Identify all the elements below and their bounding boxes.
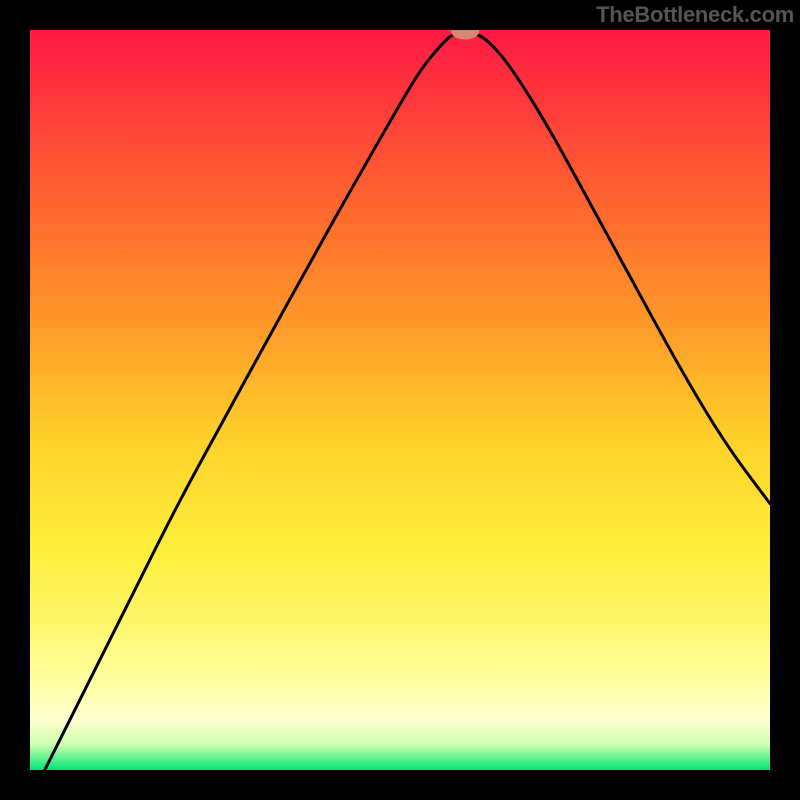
watermark-text: TheBottleneck.com — [596, 2, 794, 28]
plot-area — [30, 30, 770, 770]
plot-svg — [30, 30, 770, 770]
chart-container: TheBottleneck.com — [0, 0, 800, 800]
gradient-background — [30, 30, 770, 770]
